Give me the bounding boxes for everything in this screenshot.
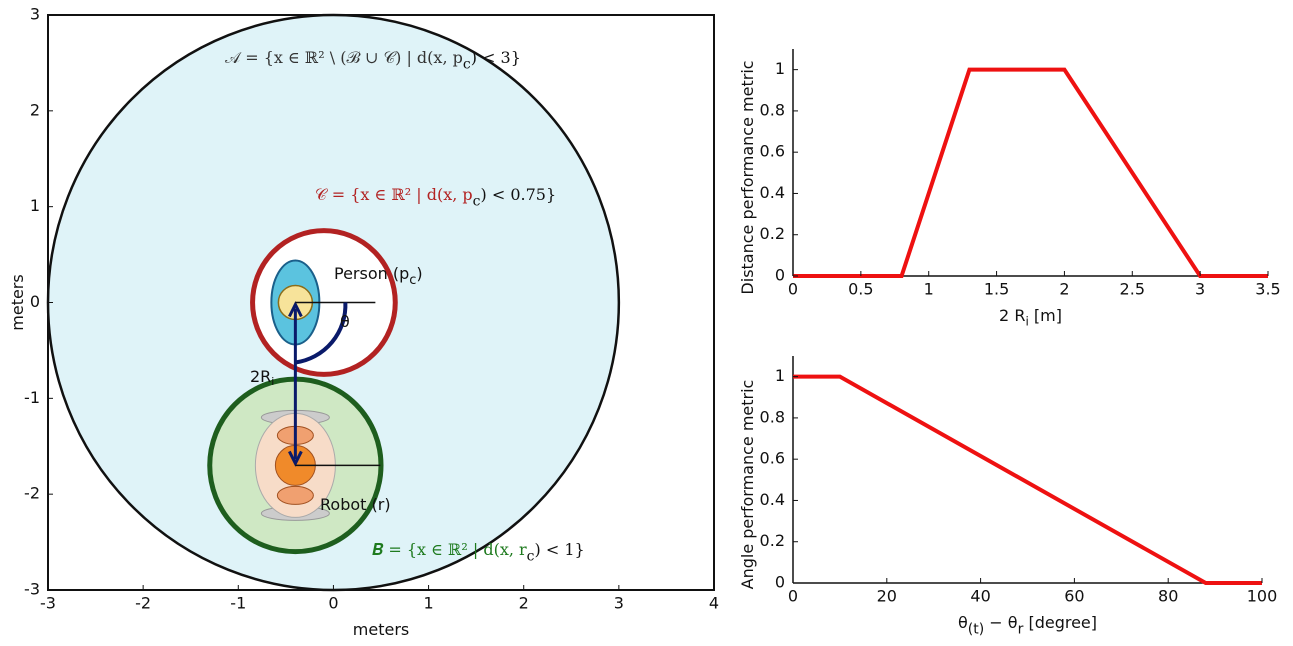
text-part: c xyxy=(463,57,471,73)
text-part: 2R xyxy=(250,367,271,386)
text-part: ) < 1} xyxy=(535,540,585,559)
text-part: Robot (r) xyxy=(320,495,391,514)
text-part: θ xyxy=(340,312,350,331)
x-tick-label: 0.5 xyxy=(848,280,873,299)
annotation: θ xyxy=(340,312,350,331)
x-tick-label: 3 xyxy=(1195,280,1205,299)
text-part: θ xyxy=(958,613,968,632)
y-tick-label: 0.4 xyxy=(760,183,785,202)
y-tick-label: 0.8 xyxy=(760,407,785,426)
x-tick-label: 0 xyxy=(328,594,338,613)
x-tick-label: 80 xyxy=(1158,587,1178,606)
x-tick-label: 20 xyxy=(877,587,897,606)
x-tick-label: 40 xyxy=(970,587,990,606)
y-tick-label: 0 xyxy=(775,573,785,592)
text-part: Distance performance metric xyxy=(738,60,757,294)
x-tick-label: 1.5 xyxy=(984,280,1009,299)
text-part: meters xyxy=(8,274,27,330)
text-part: ) < 0.75} xyxy=(481,185,557,204)
y-tick-label: 1 xyxy=(775,59,785,78)
figure: 𝒜 = {x ∈ ℝ² \ (ℬ ∪ 𝒞) | d(x, pc) < 3}𝒞 =… xyxy=(0,0,1293,646)
text-part: c xyxy=(527,549,535,565)
x-tick-label: 1 xyxy=(924,280,934,299)
x-tick-label: 3.5 xyxy=(1255,280,1280,299)
x-tick-label: 1 xyxy=(423,594,433,613)
x-tick-label: -1 xyxy=(230,594,246,613)
x-axis-label: θ(t) − θr [degree] xyxy=(958,613,1097,638)
text-part: c xyxy=(409,273,416,288)
x-tick-label: 100 xyxy=(1247,587,1278,606)
y-axis-label: Distance performance metric xyxy=(738,60,757,294)
text-part: 𝑩 = {x ∈ ℝ² | d(x, r xyxy=(372,540,527,559)
metric-line xyxy=(793,70,1268,276)
text-part: ) < 3} xyxy=(471,48,521,67)
y-axis-label: Angle performance metric xyxy=(738,380,757,590)
text-part: Person (p xyxy=(334,264,409,283)
y-tick-label: 0.8 xyxy=(760,100,785,119)
annotation: 2Ri xyxy=(250,367,274,389)
text-part: 2 R xyxy=(999,306,1025,325)
x-tick-label: 0 xyxy=(788,280,798,299)
y-tick-label: 0 xyxy=(775,266,785,285)
y-tick-label: 1 xyxy=(30,196,40,215)
y-tick-label: 0.2 xyxy=(760,531,785,550)
annotation: Robot (r) xyxy=(320,495,391,514)
y-tick-label: 0.2 xyxy=(760,224,785,243)
x-tick-label: 4 xyxy=(709,594,719,613)
y-tick-label: 0.6 xyxy=(760,449,785,468)
text-part: Angle performance metric xyxy=(738,380,757,590)
y-tick-label: 0.6 xyxy=(760,142,785,161)
y-tick-label: 2 xyxy=(30,100,40,119)
y-tick-label: -3 xyxy=(24,580,40,599)
x-tick-label: -3 xyxy=(40,594,56,613)
text-part: i xyxy=(271,375,274,388)
y-tick-label: 3 xyxy=(30,5,40,24)
text-part: 𝒞 = {x ∈ ℝ² | d(x, p xyxy=(315,185,473,204)
y-tick-label: -1 xyxy=(24,388,40,407)
y-tick-label: -2 xyxy=(24,484,40,503)
x-tick-label: 0 xyxy=(788,587,798,606)
text-part: (t) xyxy=(968,622,984,638)
x-tick-label: 2 xyxy=(1059,280,1069,299)
metric-line xyxy=(793,377,1262,583)
text-part: meters xyxy=(353,620,409,639)
text-part: [m] xyxy=(1029,306,1062,325)
text-part: c xyxy=(473,194,481,210)
x-axis-label: 2 Ri [m] xyxy=(999,306,1062,329)
text-part: ) xyxy=(416,264,422,283)
text-part: − θ xyxy=(984,613,1017,632)
x-tick-label: 60 xyxy=(1064,587,1084,606)
x-tick-label: 2.5 xyxy=(1120,280,1145,299)
x-axis-label: meters xyxy=(353,620,409,639)
robot-part xyxy=(277,486,313,504)
y-axis-label: meters xyxy=(8,274,27,330)
text-part: 𝒜 = {x ∈ ℝ² \ (ℬ ∪ 𝒞) | d(x, p xyxy=(225,48,463,67)
y-tick-label: 1 xyxy=(775,366,785,385)
x-tick-label: 2 xyxy=(519,594,529,613)
text-part: [degree] xyxy=(1023,613,1097,632)
x-tick-label: -2 xyxy=(135,594,151,613)
y-tick-label: 0.4 xyxy=(760,490,785,509)
y-tick-label: 0 xyxy=(30,292,40,311)
x-tick-label: 3 xyxy=(614,594,624,613)
